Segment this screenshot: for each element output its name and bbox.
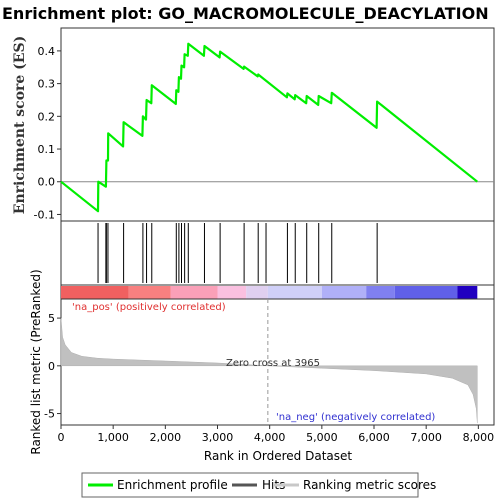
heatmap-segment bbox=[321, 286, 367, 299]
negative-correlation-label: 'na_neg' (negatively correlated) bbox=[276, 412, 435, 423]
es-tick-label: 0.3 bbox=[38, 78, 56, 91]
heatmap-segment bbox=[128, 286, 171, 299]
es-tick-label: 0.0 bbox=[38, 176, 56, 189]
heatmap-segment bbox=[246, 286, 268, 299]
heatmap-segment bbox=[217, 286, 247, 299]
heatmap-segment bbox=[267, 286, 322, 299]
ranking-heatmap-bar bbox=[61, 286, 478, 299]
x-tick-label: 4,000 bbox=[254, 431, 286, 444]
es-tick-label: 0.1 bbox=[38, 143, 56, 156]
metric-tick-label: -5 bbox=[44, 408, 55, 421]
chart-title: Enrichment plot: GO_MACROMOLECULE_DEACYL… bbox=[2, 4, 489, 23]
heatmap-segment bbox=[394, 286, 458, 299]
x-tick-label: 1,000 bbox=[97, 431, 129, 444]
es-tick-label: -0.1 bbox=[34, 208, 55, 221]
ranking-metric-area bbox=[60, 318, 478, 424]
legend-enrichment-label: Enrichment profile bbox=[117, 478, 228, 492]
ranking-metric-fill bbox=[60, 318, 478, 424]
x-axis-ticks: 0 1,000 2,000 3,000 4,000 5,000 6,000 7,000 8,00… bbox=[58, 425, 495, 444]
metric-tick-label: 0 bbox=[48, 360, 55, 373]
es-tick-label: 0.4 bbox=[38, 45, 56, 58]
legend-metric-label: Ranking metric scores bbox=[303, 478, 436, 492]
es-y-axis-label: Enrichment score (ES) bbox=[12, 36, 28, 214]
heatmap-segment bbox=[457, 286, 478, 299]
hits-ticks bbox=[97, 223, 378, 283]
hits-panel-frame bbox=[60, 220, 495, 286]
x-tick-label: 8,000 bbox=[463, 431, 495, 444]
x-tick-label: 0 bbox=[58, 431, 65, 444]
x-tick-label: 6,000 bbox=[358, 431, 390, 444]
heatmap-segment bbox=[170, 286, 218, 299]
zero-cross-label: Zero cross at 3965 bbox=[226, 358, 320, 369]
es-tick-label: 0.2 bbox=[38, 110, 56, 123]
es-y-ticks: -0.1 0.0 0.1 0.2 0.3 0.4 bbox=[34, 45, 61, 221]
x-tick-label: 2,000 bbox=[150, 431, 182, 444]
metric-y-ticks: -5 0 5 bbox=[44, 312, 61, 421]
enrichment-profile-line bbox=[60, 42, 478, 213]
x-axis-label: Rank in Ordered Dataset bbox=[204, 449, 352, 463]
heatmap-segment bbox=[61, 286, 129, 299]
legend-hits-label: Hits bbox=[262, 478, 285, 492]
heatmap-segment bbox=[366, 286, 395, 299]
x-tick-label: 5,000 bbox=[306, 431, 338, 444]
positive-correlation-label: 'na_pos' (positively correlated) bbox=[72, 302, 226, 313]
x-tick-label: 3,000 bbox=[202, 431, 234, 444]
metric-tick-label: 5 bbox=[48, 312, 55, 325]
x-tick-label: 7,000 bbox=[410, 431, 442, 444]
metric-y-axis-label: Ranked list metric (PreRanked) bbox=[29, 269, 43, 454]
